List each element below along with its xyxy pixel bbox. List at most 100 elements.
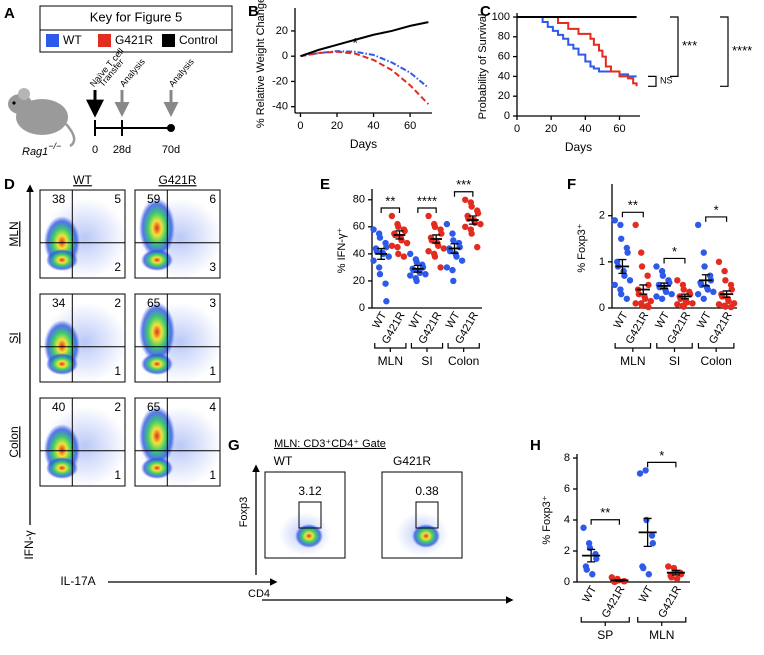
data-point: [468, 203, 475, 210]
data-point: [400, 253, 408, 260]
data-point: [638, 302, 646, 309]
x-tick-label: WT: [612, 310, 631, 331]
error-bar: [639, 284, 648, 295]
data-point: [636, 470, 644, 477]
y-tick-label: -40: [272, 101, 288, 113]
group-bracket: [697, 343, 735, 352]
y-tick-label: 40: [498, 70, 510, 82]
data-point: [586, 544, 594, 552]
data-point: [580, 524, 587, 531]
data-point: [370, 226, 377, 233]
group-bracket: [580, 617, 630, 626]
data-point: [728, 286, 735, 293]
group-label: MLN: [620, 354, 645, 368]
data-point: [648, 532, 656, 539]
data-point: [413, 277, 420, 285]
column-label: WT: [73, 173, 92, 187]
y-tick-label: 20: [498, 90, 510, 102]
quadrant-percent: 1: [114, 364, 121, 378]
data-point: [632, 300, 639, 307]
y-tick-label: 2: [599, 210, 605, 222]
data-point: [385, 253, 392, 260]
quadrant-percent: 1: [209, 468, 216, 482]
data-point: [449, 230, 456, 237]
x-tick-label: 20: [545, 123, 557, 135]
significance-bracket: [417, 207, 437, 213]
y-tick-label: 20: [276, 25, 288, 37]
data-point: [638, 249, 645, 256]
data-point: [403, 239, 411, 247]
x-tick-label: WT: [637, 584, 656, 605]
legend-label: G421R: [115, 33, 153, 47]
timeline-tick-label: 70d: [162, 144, 180, 156]
group-label: SI: [421, 354, 432, 368]
data-point: [383, 243, 390, 251]
data-point: [373, 247, 380, 255]
group-bracket: [637, 617, 687, 626]
data-point: [621, 272, 628, 279]
x-axis-label: IL-17A: [60, 574, 95, 588]
mouse-label: Rag1−/−: [22, 141, 61, 158]
y-tick-label: 0: [282, 50, 288, 62]
panel-letter: F: [567, 176, 576, 193]
data-point: [413, 258, 420, 266]
y-tick-label: 8: [564, 452, 570, 464]
data-point: [632, 221, 639, 229]
data-point: [694, 290, 702, 298]
significance-bracket: [453, 191, 474, 197]
x-tick-label: 60: [613, 123, 625, 135]
x-tick-label: WT: [695, 310, 714, 331]
significance-label: *: [672, 244, 677, 259]
y-tick-label: 100: [492, 11, 510, 23]
group-label: MLN: [378, 354, 403, 368]
significance-label: ***: [456, 177, 471, 192]
y-axis-label: IFN-γ: [22, 530, 36, 559]
group-bracket: [410, 343, 444, 352]
data-point: [618, 290, 625, 298]
quadrant-percent: 3: [209, 296, 216, 310]
significance-bracket: [621, 211, 644, 218]
data-point: [701, 263, 708, 270]
data-point: [425, 212, 432, 220]
data-point: [474, 243, 481, 251]
density-blob: [46, 249, 78, 271]
legend-swatch: [162, 34, 175, 47]
data-point: [624, 249, 631, 256]
data-point: [443, 220, 451, 228]
data-point: [617, 221, 624, 229]
gate: [298, 501, 322, 529]
data-point: [383, 298, 390, 305]
series-line: [300, 50, 430, 105]
quadrant-percent: 1: [209, 364, 216, 378]
significance-bracket: [670, 16, 679, 77]
data-point: [689, 300, 696, 307]
y-tick-label: 6: [564, 483, 570, 495]
error-bar: [660, 282, 669, 290]
density-blob: [141, 457, 173, 479]
x-axis-label: Days: [565, 140, 592, 154]
y-tick-label: 80: [353, 194, 365, 206]
column-label: WT: [274, 454, 293, 468]
data-point: [710, 288, 717, 296]
data-point: [395, 223, 402, 231]
data-point: [638, 263, 646, 270]
data-point: [618, 235, 625, 242]
row-label: MLN: [7, 221, 21, 246]
error-bar: [413, 264, 422, 273]
row-label: Colon: [7, 426, 21, 457]
y-axis-label: % Relative Weight Change: [255, 0, 267, 128]
y-tick-label: 1: [599, 256, 605, 268]
error-bar: [450, 243, 459, 254]
gate: [415, 501, 439, 529]
y-tick-label: -20: [272, 75, 288, 87]
data-point: [407, 250, 414, 258]
mouse-strain: Rag1: [22, 146, 48, 158]
data-point: [458, 257, 466, 264]
data-point: [658, 295, 666, 302]
significance-bracket: [648, 75, 657, 87]
significance-bracket: [380, 207, 401, 213]
event-label: Analysis: [167, 56, 197, 88]
data-point: [659, 272, 667, 279]
data-point: [673, 575, 681, 583]
column-label: G421R: [393, 454, 431, 468]
